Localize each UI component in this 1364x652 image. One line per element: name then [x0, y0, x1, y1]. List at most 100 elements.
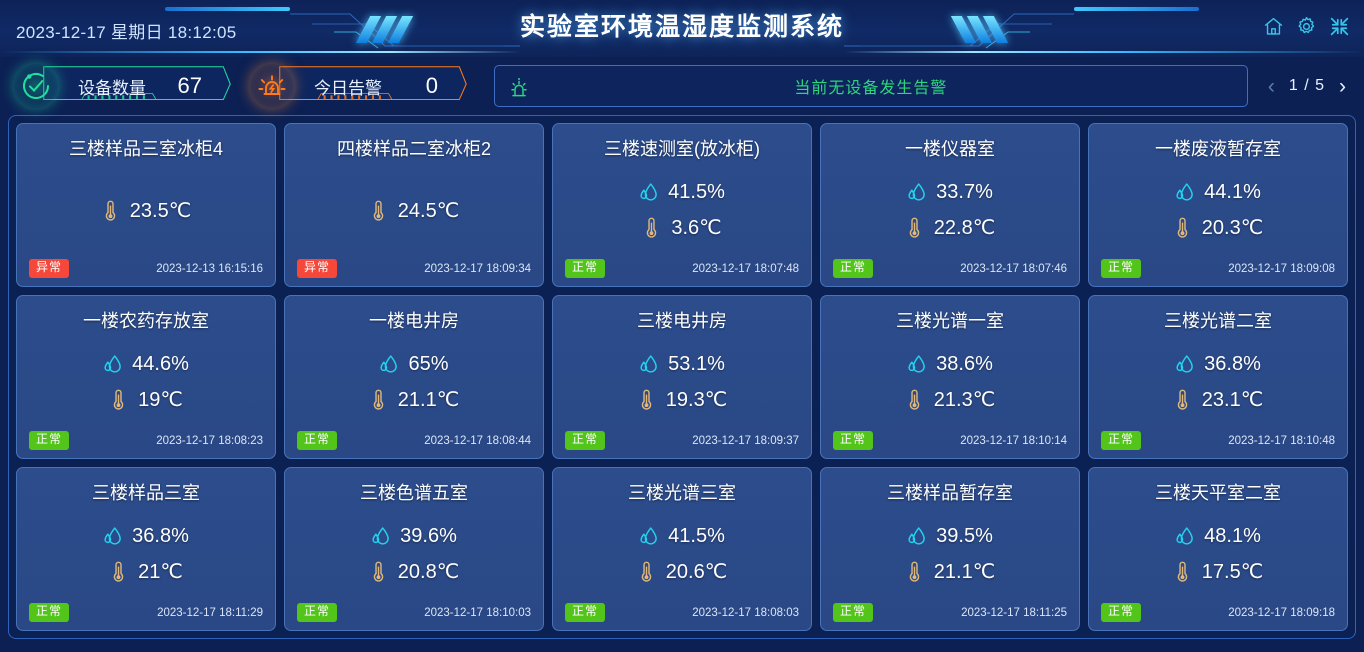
device-name: 三楼速测室(放冰柜) [604, 139, 760, 159]
device-timestamp: 2023-12-13 16:15:16 [156, 262, 263, 275]
humidity-icon [380, 354, 398, 373]
humidity-value: 48.1% [1204, 524, 1261, 547]
device-readings: 24.5℃ [295, 161, 533, 259]
device-name: 三楼样品三室 [92, 483, 200, 503]
status-badge: 正常 [29, 603, 70, 622]
device-card[interactable]: 三楼样品暂存室 39.5% 21.1℃ 正常 2023-12-17 18:11:25 [820, 467, 1080, 631]
bell-icon [511, 78, 527, 97]
device-name: 一楼仪器室 [905, 139, 995, 159]
temperature-reading: 20.3℃ [1173, 215, 1263, 240]
status-badge: 异常 [297, 259, 338, 278]
device-footer: 正常 2023-12-17 18:07:48 [563, 259, 801, 278]
status-badge: 正常 [833, 431, 874, 450]
temperature-reading: 3.6℃ [642, 215, 722, 240]
temperature-value: 19℃ [138, 388, 183, 411]
home-icon[interactable] [1263, 16, 1284, 37]
device-card[interactable]: 一楼农药存放室 44.6% 19℃ 正常 2023-12-17 18:08:23 [16, 295, 276, 459]
device-name: 三楼光谱一室 [896, 311, 1004, 331]
device-count-plate: 设备数量 67 [42, 65, 232, 107]
device-footer: 正常 2023-12-17 18:11:25 [831, 603, 1069, 622]
temperature-reading: 23.5℃ [101, 198, 191, 223]
prev-page-button[interactable]: ‹ [1267, 74, 1275, 98]
device-readings: 44.6% 19℃ [27, 333, 265, 431]
device-card[interactable]: 四楼样品二室冰柜2 24.5℃ 异常 2023-12-17 18:09:34 [284, 123, 544, 287]
status-badge: 正常 [565, 431, 606, 450]
device-readings: 23.5℃ [27, 161, 265, 259]
device-card[interactable]: 三楼色谱五室 39.6% 20.8℃ 正常 2023-12-17 18:10:03 [284, 467, 544, 631]
humidity-value: 39.5% [936, 524, 993, 547]
temperature-value: 20.6℃ [665, 560, 728, 583]
device-footer: 正常 2023-12-17 18:11:29 [27, 603, 265, 622]
device-card[interactable]: 三楼光谱一室 38.6% 21.3℃ 正常 2023-12-17 18:10:14 [820, 295, 1080, 459]
stat-today-alarm: 今日告警 0 [250, 64, 468, 108]
device-card[interactable]: 一楼仪器室 33.7% 22.8℃ 正常 2023-12-17 18:07:46 [820, 123, 1080, 287]
status-badge: 正常 [297, 603, 338, 622]
temperature-icon [113, 561, 124, 582]
device-name: 三楼光谱三室 [628, 483, 736, 503]
temperature-value: 21.1℃ [933, 560, 996, 583]
device-card[interactable]: 三楼光谱二室 36.8% 23.1℃ 正常 2023-12-17 18:10:48 [1088, 295, 1348, 459]
device-card[interactable]: 三楼天平室二室 48.1% 17.5℃ 正常 2023-12-17 18:09:18 [1088, 467, 1348, 631]
device-readings: 41.5% 3.6℃ [563, 161, 801, 259]
device-readings: 33.7% 22.8℃ [831, 161, 1069, 259]
device-timestamp: 2023-12-17 18:07:46 [960, 262, 1067, 275]
next-page-button[interactable]: › [1339, 74, 1346, 98]
device-readings: 39.5% 21.1℃ [831, 505, 1069, 603]
device-footer: 正常 2023-12-17 18:09:08 [1099, 259, 1337, 278]
device-name: 三楼色谱五室 [360, 483, 468, 503]
status-badge: 正常 [833, 259, 874, 278]
device-card[interactable]: 三楼速测室(放冰柜) 41.5% 3.6℃ 正常 2023-12-17 18:07:48 [552, 123, 812, 287]
temperature-icon [105, 200, 116, 221]
device-card[interactable]: 三楼样品三室冰柜4 23.5℃ 异常 2023-12-13 16:15:16 [16, 123, 276, 287]
temperature-reading: 22.8℃ [905, 215, 995, 240]
humidity-icon [1176, 182, 1193, 201]
temperature-reading: 19℃ [109, 387, 183, 412]
device-count-value: 67 [177, 73, 202, 98]
header-datetime: 2023-12-17 星期日 18:12:05 [16, 23, 237, 42]
temperature-value: 20.8℃ [397, 560, 460, 583]
humidity-reading: 44.6% [103, 353, 189, 376]
gear-icon[interactable] [1296, 16, 1317, 37]
temperature-reading: 21℃ [109, 559, 183, 584]
humidity-value: 44.1% [1204, 180, 1261, 203]
device-footer: 正常 2023-12-17 18:09:18 [1099, 603, 1337, 622]
status-badge: 正常 [29, 431, 70, 450]
device-card[interactable]: 一楼废液暂存室 44.1% 20.3℃ 正常 2023-12-17 18:09:08 [1088, 123, 1348, 287]
humidity-reading: 44.1% [1175, 181, 1261, 204]
status-badge: 正常 [565, 259, 606, 278]
temperature-reading: 17.5℃ [1173, 559, 1263, 584]
temperature-value: 20.3℃ [1201, 216, 1264, 239]
device-card[interactable]: 三楼电井房 53.1% 19.3℃ 正常 2023-12-17 18:09:37 [552, 295, 812, 459]
device-readings: 41.5% 20.6℃ [563, 505, 801, 603]
humidity-icon [104, 354, 121, 373]
humidity-icon [640, 526, 657, 545]
device-grid: 三楼样品三室冰柜4 23.5℃ 异常 2023-12-13 16:15:16 四楼样品二… [16, 123, 1348, 631]
device-readings: 48.1% 17.5℃ [1099, 505, 1337, 603]
device-card[interactable]: 三楼样品三室 36.8% 21℃ 正常 2023-12-17 18:11:29 [16, 467, 276, 631]
pagination: ‹ 1 / 5 › [1268, 76, 1346, 97]
device-readings: 38.6% 21.3℃ [831, 333, 1069, 431]
humidity-value: 36.8% [132, 524, 189, 547]
device-card[interactable]: 一楼电井房 65% 21.1℃ 正常 2023-12-17 18:08:44 [284, 295, 544, 459]
device-card[interactable]: 三楼光谱三室 41.5% 20.6℃ 正常 2023-12-17 18:08:03 [552, 467, 812, 631]
device-readings: 36.8% 23.1℃ [1099, 333, 1337, 431]
app-header: 2023-12-17 星期日 18:12:05 实验室环境温湿度监测系统 [0, 0, 1364, 57]
temperature-reading: 23.1℃ [1173, 387, 1263, 412]
today-alarm-orb [250, 64, 294, 108]
temperature-reading: 20.6℃ [637, 559, 727, 584]
page-indicator: 1 / 5 [1288, 77, 1325, 94]
humidity-reading: 38.6% [907, 353, 993, 376]
humidity-reading: 33.7% [907, 181, 993, 204]
temperature-value: 19.3℃ [665, 388, 728, 411]
temperature-icon [909, 217, 920, 238]
temperature-icon [909, 389, 920, 410]
device-footer: 正常 2023-12-17 18:08:44 [295, 431, 533, 450]
device-footer: 正常 2023-12-17 18:10:48 [1099, 431, 1337, 450]
humidity-value: 41.5% [668, 180, 725, 203]
device-name: 三楼天平室二室 [1155, 483, 1281, 503]
temperature-icon [113, 389, 124, 410]
fullscreen-icon[interactable] [1329, 16, 1350, 37]
device-footer: 异常 2023-12-17 18:09:34 [295, 259, 533, 278]
humidity-icon [908, 354, 925, 373]
page-title: 实验室环境温湿度监测系统 [519, 13, 844, 41]
